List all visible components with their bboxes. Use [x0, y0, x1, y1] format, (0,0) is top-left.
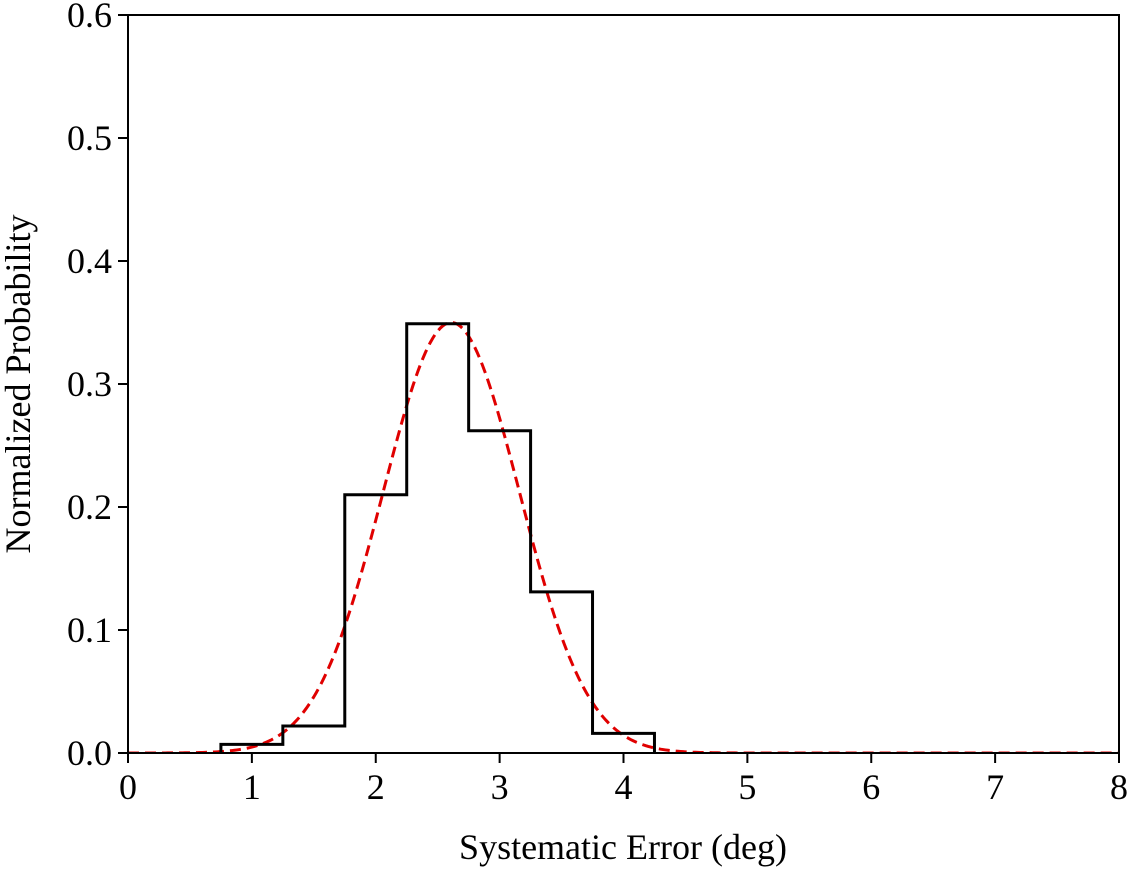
x-tick-label: 7	[986, 767, 1004, 807]
y-axis-ticks: 0.0 0.1 0.2 0.3 0.4 0.5 0.6	[67, 0, 128, 773]
axes-frame	[127, 14, 1120, 754]
y-tick-label: 0.5	[67, 118, 112, 158]
x-tick-label: 2	[367, 767, 385, 807]
histogram-bin	[531, 592, 593, 753]
x-tick-label: 3	[491, 767, 509, 807]
y-tick-label: 0.1	[67, 610, 112, 650]
x-axis-ticks: 0 1 2 3 4 5 6 7 8	[119, 753, 1128, 807]
gaussian-fit-line	[128, 321, 1119, 753]
x-tick-label: 4	[615, 767, 633, 807]
y-tick-label: 0.6	[67, 0, 112, 35]
x-tick-label: 6	[862, 767, 880, 807]
histogram-bin	[593, 733, 655, 753]
y-axis-label: Normalized Probability	[0, 215, 38, 554]
x-tick-label: 1	[243, 767, 261, 807]
y-tick-label: 0.4	[67, 241, 112, 281]
x-tick-label: 8	[1110, 767, 1128, 807]
y-tick-label: 0.3	[67, 364, 112, 404]
histogram-bin	[283, 726, 345, 753]
histogram-bin	[345, 495, 407, 753]
y-tick-label: 0.0	[67, 733, 112, 773]
histogram-bin	[469, 431, 531, 753]
histogram-bin	[407, 324, 469, 753]
x-axis-label: Systematic Error (deg)	[459, 827, 787, 867]
x-tick-label: 0	[119, 767, 137, 807]
y-tick-label: 0.2	[67, 487, 112, 527]
histogram-step-line	[219, 322, 656, 753]
x-tick-label: 5	[738, 767, 756, 807]
plot-area	[128, 321, 1119, 753]
